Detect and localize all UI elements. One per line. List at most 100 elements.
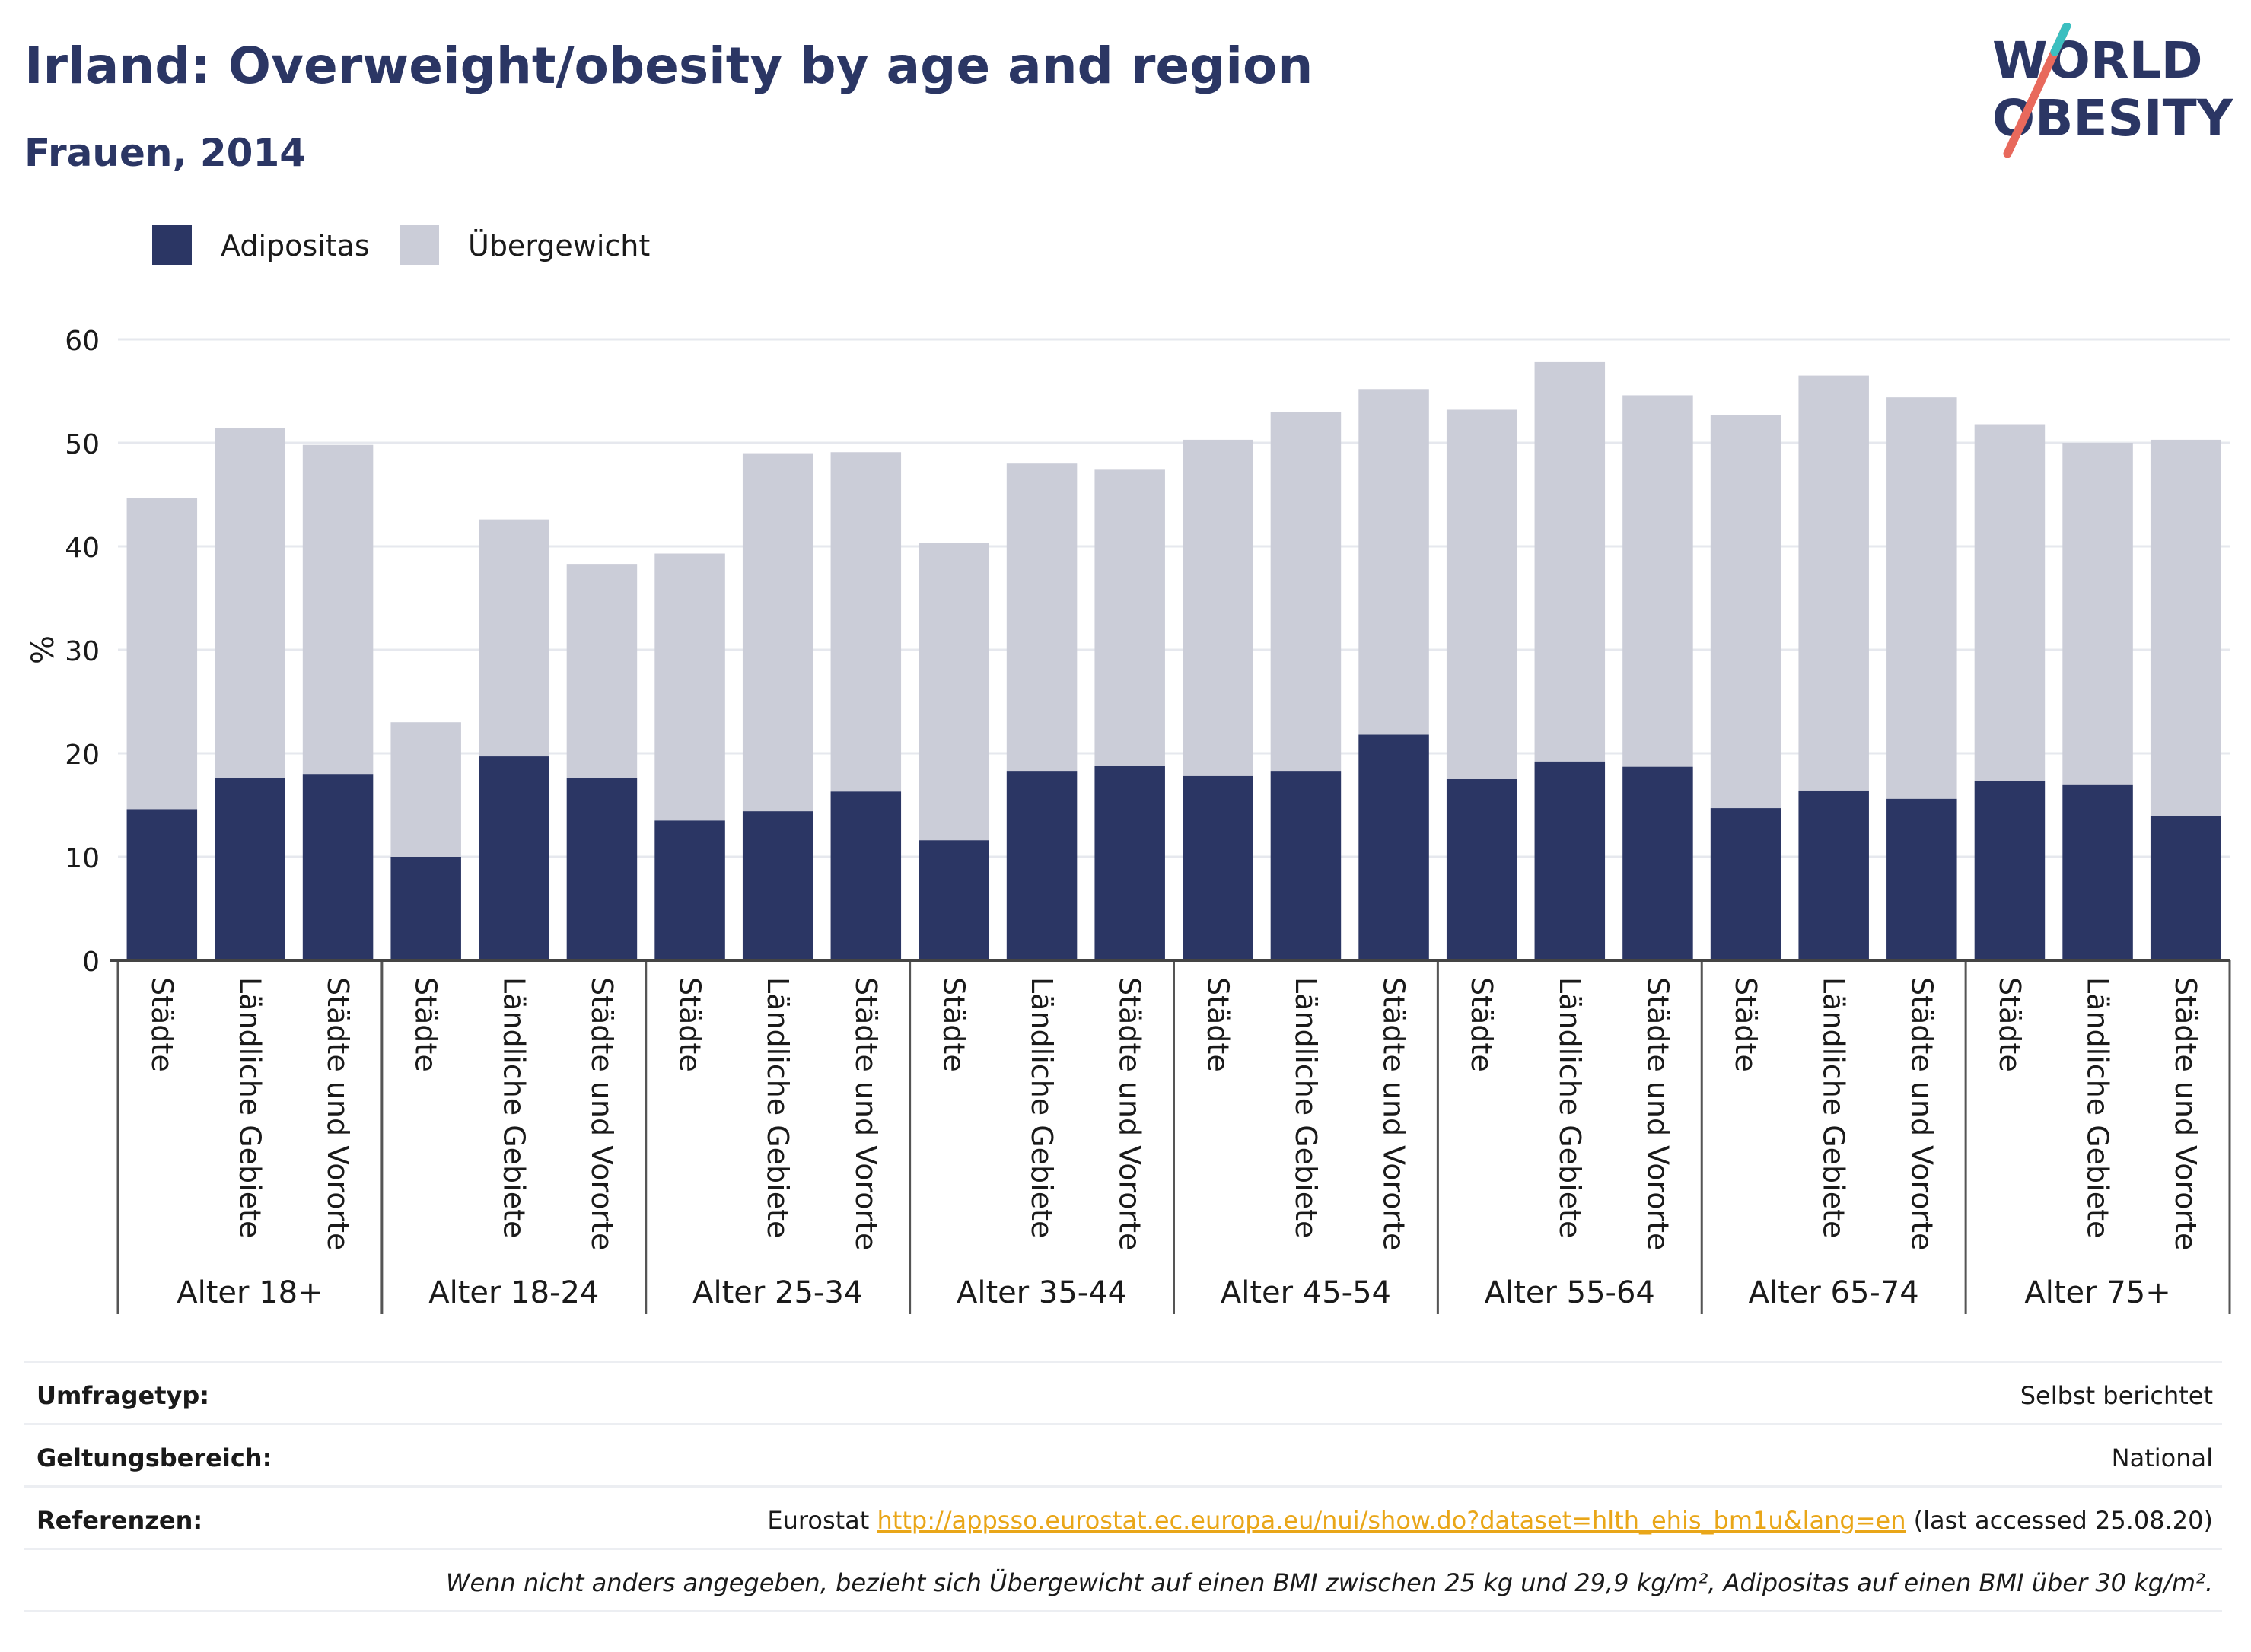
category-label: Städte und Vororte: [1905, 977, 1938, 1250]
group-label: Alter 25-34: [692, 1275, 863, 1310]
category-label: Städte und Vororte: [585, 977, 619, 1250]
bar-uebergewicht: [1710, 415, 1781, 809]
bar-uebergewicht: [1886, 397, 1957, 799]
bar-uebergewicht: [390, 722, 461, 857]
legend-swatch-uebergewicht: [400, 225, 439, 265]
category-label: Städte und Vororte: [849, 977, 883, 1250]
category-label: Städte: [673, 977, 707, 1072]
category-label: Städte: [1201, 977, 1234, 1072]
bar-uebergewicht: [919, 543, 989, 841]
ref-accessed: (last accessed 25.08.20): [1913, 1506, 2213, 1535]
meta-key-geltungsbereich: Geltungsbereich:: [37, 1444, 272, 1472]
bar-uebergewicht: [479, 519, 549, 757]
bar-adipositas: [1006, 771, 1078, 960]
bar-adipositas: [1710, 808, 1781, 960]
meta-row-umfragetyp: Umfragetyp: Selbst berichtet: [24, 1361, 2222, 1425]
bar-adipositas: [1358, 734, 1429, 960]
bar-uebergewicht: [1270, 412, 1342, 772]
logo-line2: OBESITY: [1992, 89, 2234, 148]
meta-key-umfragetyp: Umfragetyp:: [37, 1381, 210, 1410]
stacked-bar-chart: 0 10 20 30 40 50 60% Städte Ländliche Gebiete Stä…: [26, 326, 2231, 1314]
y-tick-label: 40: [65, 533, 100, 564]
bar-adipositas: [1622, 766, 1693, 960]
bar-uebergewicht: [302, 444, 374, 775]
bar-adipositas: [126, 809, 198, 960]
bar-adipositas: [1446, 779, 1517, 960]
meta-value-geltungsbereich: National: [2111, 1444, 2213, 1472]
meta-note: Wenn nicht anders angegeben, bezieht sic…: [445, 1568, 2213, 1597]
category-label: Städte und Vororte: [1113, 977, 1147, 1250]
category-label: Ländliche Gebiete: [233, 977, 266, 1238]
bar-uebergewicht: [830, 452, 902, 792]
meta-key-referenzen: Referenzen:: [37, 1506, 203, 1535]
category-label: Städte: [409, 977, 443, 1072]
category-label: Ländliche Gebiete: [1817, 977, 1851, 1238]
category-label: Städte und Vororte: [1641, 977, 1674, 1250]
bar-adipositas: [479, 756, 549, 960]
category-label: Städte: [1729, 977, 1762, 1072]
bar-adipositas: [830, 791, 902, 960]
group-label: Alter 18-24: [428, 1275, 599, 1310]
meta-row-geltungsbereich: Geltungsbereich: National: [24, 1423, 2222, 1488]
bar-uebergewicht: [1358, 389, 1429, 735]
bar-adipositas: [742, 811, 813, 960]
category-label: Städte: [1465, 977, 1498, 1072]
legend-item-uebergewicht[interactable]: Übergewicht: [400, 225, 651, 266]
legend-swatch-adipositas: [152, 225, 192, 265]
y-tick-label: 50: [65, 429, 100, 460]
category-label: Städte: [145, 977, 179, 1072]
bar-uebergewicht: [1622, 395, 1693, 767]
meta-row-note: Wenn nicht anders angegeben, bezieht sic…: [24, 1548, 2222, 1612]
ref-source: Eurostat: [767, 1506, 870, 1535]
bar-uebergewicht: [1446, 409, 1517, 779]
bar-adipositas: [215, 778, 285, 960]
group-label: Alter 75+: [2024, 1275, 2170, 1310]
bar-uebergewicht: [1183, 439, 1253, 776]
bar-adipositas: [654, 820, 725, 960]
category-label: Städte und Vororte: [2169, 977, 2202, 1250]
category-label: Ländliche Gebiete: [2081, 977, 2115, 1238]
bar-adipositas: [390, 857, 461, 960]
y-tick-label: 60: [65, 326, 100, 357]
page-subtitle: Frauen, 2014: [24, 131, 307, 175]
bar-adipositas: [1886, 798, 1957, 960]
category-label: Städte und Vororte: [321, 977, 355, 1250]
category-label: Ländliche Gebiete: [1025, 977, 1059, 1238]
category-label: Ländliche Gebiete: [1289, 977, 1323, 1238]
category-label: Städte: [1993, 977, 2027, 1072]
legend-label-uebergewicht: Übergewicht: [468, 229, 651, 263]
y-tick-label: 20: [65, 740, 100, 771]
bar-adipositas: [1798, 790, 1869, 960]
legend-item-adipositas[interactable]: Adipositas: [152, 225, 370, 266]
meta-row-referenzen: Referenzen: Eurostat http://appsso.euros…: [24, 1485, 2222, 1550]
bar-uebergewicht: [1094, 469, 1165, 766]
bar-uebergewicht: [1006, 463, 1078, 772]
logo-line1: WORLD: [1992, 31, 2203, 90]
bar-adipositas: [2150, 816, 2221, 960]
bar-uebergewicht: [1798, 375, 1869, 791]
group-label: Alter 45-54: [1221, 1275, 1391, 1310]
bar-adipositas: [2062, 784, 2133, 960]
bar-uebergewicht: [215, 428, 285, 778]
bar-uebergewicht: [742, 453, 813, 812]
bar-uebergewicht: [2062, 443, 2133, 785]
page-title: Irland: Overweight/obesity by age and re…: [24, 37, 1313, 95]
bar-adipositas: [1534, 761, 1606, 960]
bar-uebergewicht: [2150, 439, 2221, 816]
meta-bottom-border: [24, 1610, 2222, 1612]
bar-uebergewicht: [1534, 361, 1606, 762]
category-label: Ländliche Gebiete: [761, 977, 794, 1238]
bar-adipositas: [1270, 771, 1342, 960]
bar-uebergewicht: [654, 553, 725, 821]
y-tick-label: 30: [65, 636, 100, 667]
logo-slash-teal: [2050, 23, 2071, 56]
ref-link[interactable]: http://appsso.eurostat.ec.europa.eu/nui/…: [877, 1506, 1906, 1535]
group-label: Alter 55-64: [1485, 1275, 1655, 1310]
category-label: Städte und Vororte: [1377, 977, 1411, 1250]
bar-uebergewicht: [1974, 424, 2046, 781]
category-label: Städte: [937, 977, 970, 1072]
legend-label-adipositas: Adipositas: [221, 229, 370, 263]
bar-adipositas: [919, 840, 989, 960]
y-tick-label: 10: [65, 843, 100, 874]
meta-value-referenzen: Eurostat http://appsso.eurostat.ec.europ…: [767, 1506, 2213, 1535]
